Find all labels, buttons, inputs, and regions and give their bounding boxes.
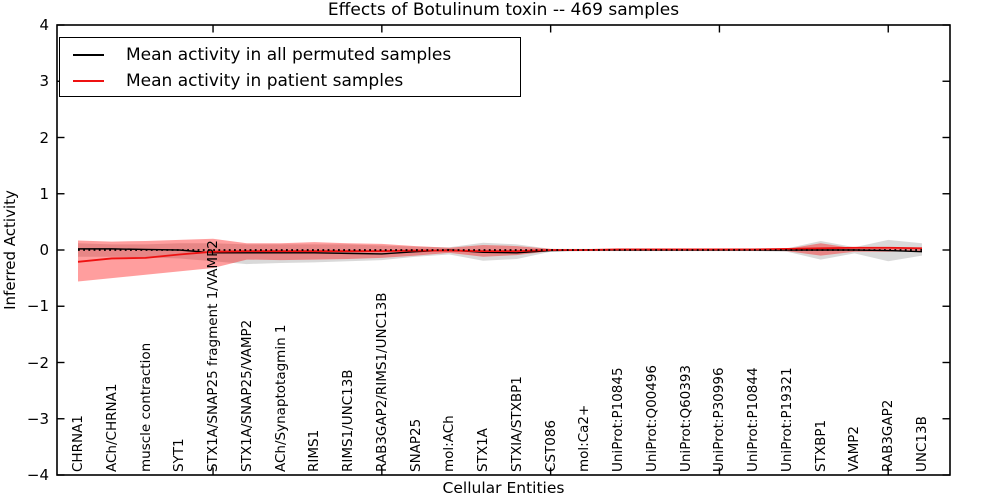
x-category-label: mol:ACh	[441, 415, 458, 472]
x-category-label: mol:Ca2+	[576, 404, 593, 472]
y-tick-label: −3	[26, 409, 49, 428]
x-category-label: UniProt:P10845	[610, 367, 627, 472]
x-category-label: muscle contraction	[137, 342, 154, 472]
x-category-label: RIMS1/UNC13B	[340, 369, 357, 472]
x-category-label: VAMP2	[846, 426, 863, 472]
y-tick-label: 1	[39, 184, 49, 203]
x-category-label: CST086	[542, 419, 559, 472]
x-category-label: RAB3GAP2	[880, 399, 897, 472]
x-category-label: ACh/Synaptotagmin 1	[272, 324, 289, 472]
x-category-label: SYT1	[171, 438, 188, 472]
y-tick-label: 3	[39, 72, 49, 91]
legend: Mean activity in all permuted samples Me…	[59, 37, 521, 97]
y-tick-label: 0	[39, 241, 49, 259]
y-tick-label: 2	[39, 128, 49, 147]
x-category-label: STX1A/SNAP25 fragment 1/VAMP2	[205, 240, 222, 472]
chart-title: Effects of Botulinum toxin -- 469 sample…	[327, 0, 680, 20]
legend-line-sample-red	[73, 80, 104, 82]
y-tick-label: −4	[26, 466, 49, 484]
legend-label-patient: Mean activity in patient samples	[126, 71, 404, 91]
x-category-label: UniProt:P10844	[745, 367, 762, 472]
x-category-label: STXIA/STXBP1	[508, 376, 525, 472]
x-category-label: UNC13B	[914, 416, 930, 472]
legend-line-sample-black	[73, 54, 104, 56]
x-category-label: RIMS1	[306, 429, 323, 472]
legend-item-permuted: Mean activity in all permuted samples	[73, 42, 520, 68]
x-category-label: SNAP25	[407, 418, 424, 472]
x-category-label: STX1A/SNAP25/VAMP2	[238, 319, 255, 472]
x-category-label: RAB3GAP2/RIMS1/UNC13B	[373, 292, 390, 472]
legend-item-patient: Mean activity in patient samples	[73, 68, 520, 94]
x-category-label: UniProt:P30996	[711, 367, 728, 472]
x-category-label: STX1A	[475, 428, 492, 472]
x-category-label: ACh/CHRNA1	[103, 383, 120, 472]
x-category-label: CHRNA1	[70, 415, 86, 472]
x-axis-label: Cellular Entities	[442, 479, 565, 497]
y-tick-label: −2	[26, 353, 49, 372]
x-category-label: UniProt:P19321	[778, 367, 795, 472]
x-category-label: UniProt:Q60393	[677, 364, 694, 472]
legend-label-permuted: Mean activity in all permuted samples	[126, 45, 452, 65]
x-category-label: STXBP1	[812, 419, 829, 472]
patient-mean-line	[77, 246, 923, 263]
y-tick-label: 4	[39, 16, 49, 34]
y-tick-label: −1	[26, 297, 49, 316]
x-category-label: UniProt:Q00496	[643, 364, 660, 472]
y-axis-label: Inferred Activity	[1, 190, 19, 310]
